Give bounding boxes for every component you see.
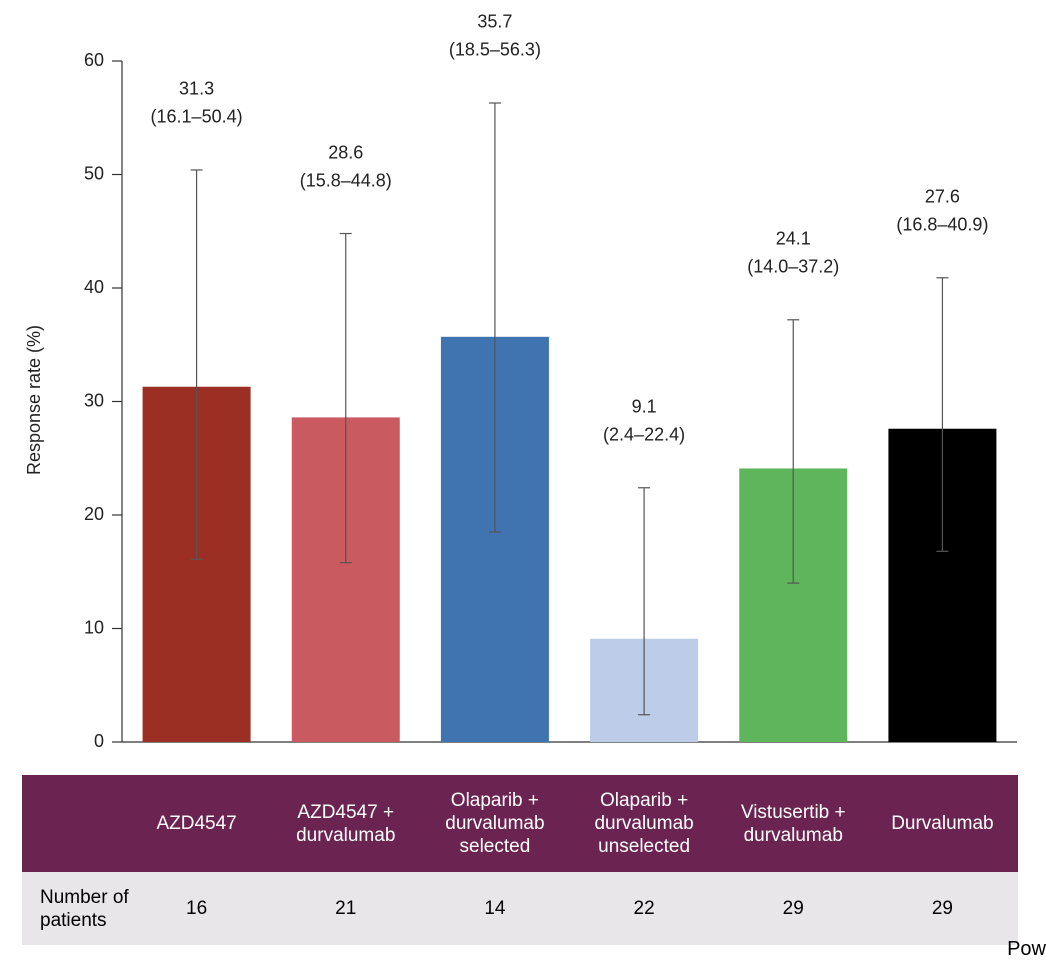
value-label: 9.1 xyxy=(632,397,657,417)
value-label: 35.7 xyxy=(477,12,512,32)
value-label: 31.3 xyxy=(179,79,214,99)
table-header-band xyxy=(22,775,1018,872)
patient-count: 21 xyxy=(335,898,357,919)
category-label: Durvalumab xyxy=(891,813,994,834)
value-label: 27.6 xyxy=(925,187,960,207)
table-row-band xyxy=(22,872,1018,945)
category-label: AZD4547 + durvalumab xyxy=(296,801,396,846)
y-tick-label: 10 xyxy=(84,617,104,637)
y-tick-label: 60 xyxy=(84,50,104,70)
ci-label: (15.8–44.8) xyxy=(300,170,392,190)
patient-count: 29 xyxy=(782,898,804,919)
category-label: AZD4547 xyxy=(156,813,237,834)
ci-label: (2.4–22.4) xyxy=(603,425,685,445)
ci-label: (16.8–40.9) xyxy=(896,215,988,235)
patient-count: 14 xyxy=(484,898,506,919)
patient-count: 22 xyxy=(633,898,655,919)
y-tick-label: 30 xyxy=(84,390,104,410)
row-label: Number of patients xyxy=(40,886,129,931)
y-tick-label: 20 xyxy=(84,504,104,524)
ci-label: (16.1–50.4) xyxy=(151,107,243,127)
y-tick-label: 40 xyxy=(84,277,104,297)
category-label: Vistusertib + durvalumab xyxy=(740,801,846,846)
ci-label: (14.0–37.2) xyxy=(747,257,839,277)
category-label: Olaparib + durvalumab unselected xyxy=(594,790,694,857)
value-label: 28.6 xyxy=(328,142,363,162)
ci-label: (18.5–56.3) xyxy=(449,40,541,60)
patient-count: 29 xyxy=(931,898,953,919)
y-axis-label: Response rate (%) xyxy=(24,325,44,475)
y-tick-label: 0 xyxy=(94,731,104,751)
footer-fragment: Pow xyxy=(1007,937,1046,960)
y-tick-label: 50 xyxy=(84,163,104,183)
value-label: 24.1 xyxy=(776,229,811,249)
category-label: Olaparib + durvalumab selected xyxy=(445,790,545,857)
chart: Response rate (%) 0 10 20 30 40 50 60 31.3 (16.1… xyxy=(24,12,1017,751)
patient-count: 16 xyxy=(186,898,208,919)
